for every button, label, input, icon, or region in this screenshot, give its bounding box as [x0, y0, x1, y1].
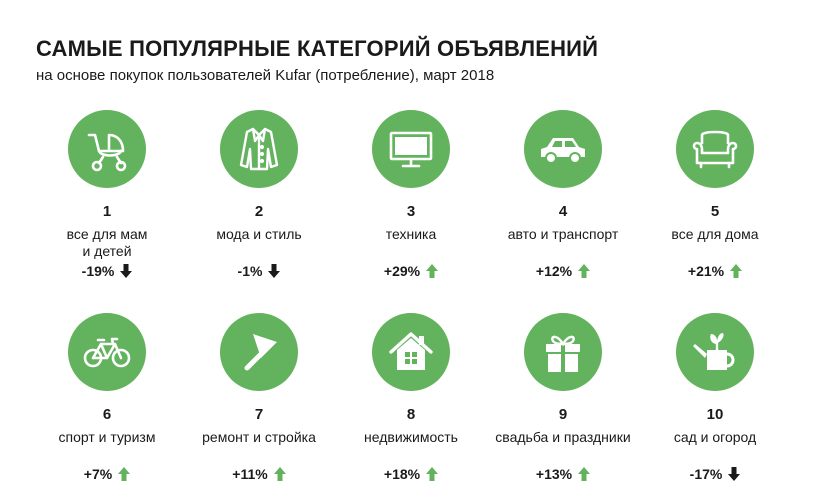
category-rank: 4 [558, 203, 568, 220]
category-label: сад и огород [673, 429, 757, 445]
category-card: 5 все для дома +21% [639, 110, 791, 279]
change-value: -19% [81, 263, 115, 279]
change-value: +29% [383, 263, 421, 279]
change-value: +21% [687, 263, 725, 279]
category-card: 10 сад и огород -17% [639, 313, 791, 482]
category-card: 3 техника +29% [335, 110, 487, 279]
category-label: все для дома [671, 226, 759, 242]
category-rank: 10 [706, 406, 724, 423]
arrow-up-icon [730, 264, 743, 278]
trowel-icon [244, 334, 277, 371]
category-change: -1% [183, 263, 335, 279]
category-icon-circle [524, 313, 602, 391]
category-rank: 7 [254, 406, 264, 423]
category-icon-circle [68, 313, 146, 391]
watering-can-icon [693, 333, 735, 370]
page-title: САМЫЕ ПОПУЛЯРНЫЕ КАТЕГОРИЙ ОБЪЯВЛЕНИЙ [36, 36, 599, 61]
house-icon [389, 332, 433, 370]
category-card: 4 авто и транспорт +12% [487, 110, 639, 279]
change-value: +18% [383, 466, 421, 482]
stroller-icon [87, 133, 127, 172]
category-card: 8 недвижимость +18% [335, 313, 487, 482]
category-change: +29% [335, 263, 487, 279]
category-rank: 6 [102, 406, 112, 423]
change-value: +12% [535, 263, 573, 279]
page-subtitle: на основе покупок пользователей Kufar (п… [36, 67, 495, 84]
category-change: +12% [487, 263, 639, 279]
category-icon-circle [372, 313, 450, 391]
arrow-up-icon [578, 264, 591, 278]
category-change: +7% [31, 466, 183, 482]
arrow-up-icon [273, 467, 286, 481]
change-value: -1% [237, 263, 263, 279]
category-label: ремонт и стройка [202, 429, 316, 445]
arrow-up-icon [118, 467, 131, 481]
category-label: все для мам и детей [66, 226, 148, 259]
category-rank: 5 [710, 203, 720, 220]
bicycle-icon [83, 337, 131, 368]
arrow-down-icon [728, 467, 741, 481]
arrow-down-icon [120, 264, 133, 278]
category-card: 9 свадьба и праздники +13% [487, 313, 639, 482]
category-change: -17% [639, 466, 791, 482]
category-label: авто и транспорт [507, 226, 619, 242]
category-rank: 2 [254, 203, 264, 220]
category-label: спорт и туризм [58, 429, 156, 445]
category-card: 7 ремонт и стройка +11% [183, 313, 335, 482]
category-card: 2 мода и стиль -1% [183, 110, 335, 279]
category-icon-circle [524, 110, 602, 188]
category-label: недвижимость [364, 429, 458, 445]
gift-icon [546, 335, 580, 372]
arrow-down-icon [268, 264, 281, 278]
category-rank: 9 [558, 406, 568, 423]
category-label: мода и стиль [216, 226, 302, 242]
car-icon [541, 138, 585, 164]
category-icon-circle [676, 313, 754, 391]
category-icon-circle [676, 110, 754, 188]
change-value: +7% [83, 466, 113, 482]
armchair-icon [692, 130, 738, 169]
category-rank: 1 [102, 203, 112, 220]
change-value: +13% [535, 466, 573, 482]
change-value: -17% [689, 466, 723, 482]
category-rank: 3 [406, 203, 416, 220]
arrow-up-icon [426, 467, 439, 481]
category-grid: 1 все для мам и детей -19% 2 мода и стил… [31, 110, 791, 490]
category-label: техника [385, 226, 437, 242]
category-change: +21% [639, 263, 791, 279]
change-value: +11% [232, 466, 268, 482]
arrow-up-icon [426, 264, 439, 278]
category-change: +18% [335, 466, 487, 482]
category-change: -19% [31, 263, 183, 279]
category-card: 6 спорт и туризм +7% [31, 313, 183, 482]
category-icon-circle [372, 110, 450, 188]
category-icon-circle [220, 110, 298, 188]
category-rank: 8 [406, 406, 416, 423]
category-change: +13% [487, 466, 639, 482]
category-card: 1 все для мам и детей -19% [31, 110, 183, 279]
category-change: +11% [183, 466, 335, 482]
arrow-up-icon [578, 467, 591, 481]
category-icon-circle [68, 110, 146, 188]
category-label: свадьба и праздники [495, 429, 631, 445]
category-icon-circle [220, 313, 298, 391]
coat-icon [239, 127, 279, 171]
monitor-icon [389, 131, 433, 168]
